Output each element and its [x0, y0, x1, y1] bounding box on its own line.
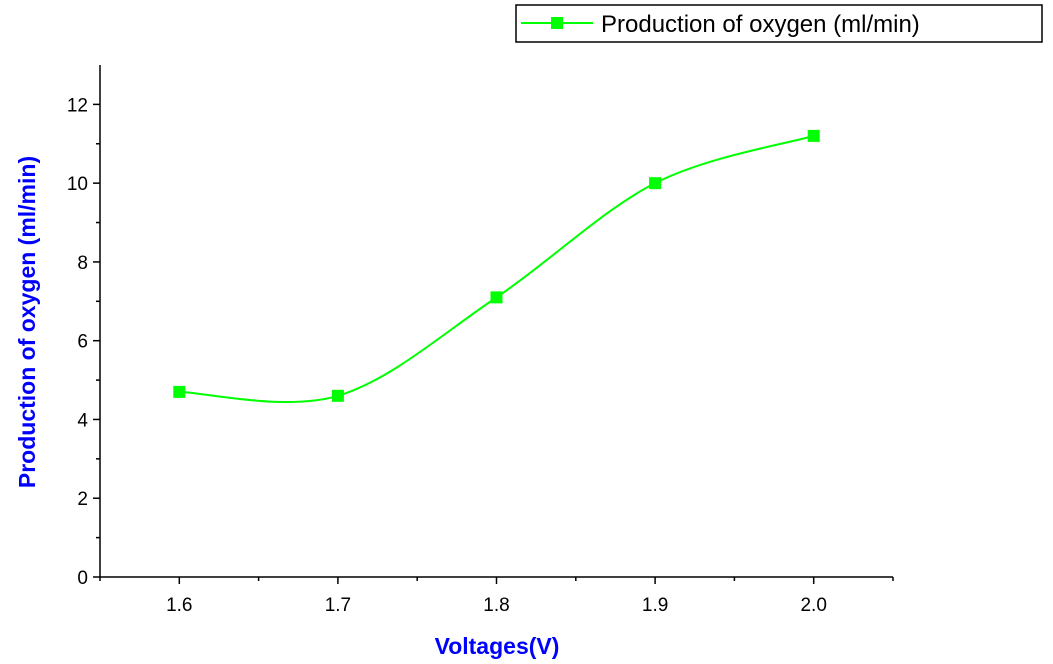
x-tick-label: 1.6: [166, 595, 192, 616]
y-tick-label: 12: [67, 95, 88, 116]
x-axis-title: Voltages(V): [435, 633, 560, 659]
x-tick-label: 1.7: [325, 595, 351, 616]
legend-label: Production of oxygen (ml/min): [601, 11, 920, 38]
y-tick-label: 10: [67, 174, 88, 195]
y-axis-title: Production of oxygen (ml/min): [14, 156, 40, 488]
series-line: [179, 134, 814, 404]
y-tick-label: 2: [77, 489, 88, 510]
legend-marker: [551, 17, 563, 29]
x-tick-label: 2.0: [800, 595, 826, 616]
data-point: [331, 389, 344, 402]
data-point: [173, 385, 186, 398]
data-point: [649, 177, 662, 190]
data-point: [807, 129, 820, 142]
axes: 0 2 4 6 8 10 12 1.6 1.7 1.8 1.9 2.0: [67, 65, 894, 616]
data-point: [490, 291, 503, 304]
legend-box: [515, 4, 1043, 43]
y-tick-label: 0: [77, 568, 88, 589]
x-tick-label: 1.8: [483, 595, 509, 616]
y-tick-label: 4: [77, 410, 88, 431]
y-tick-label: 8: [77, 253, 88, 274]
x-tick-label: 1.9: [642, 595, 668, 616]
series-markers: [173, 129, 820, 402]
legend: Production of oxygen (ml/min): [515, 4, 1043, 43]
y-tick-label: 6: [77, 332, 88, 353]
